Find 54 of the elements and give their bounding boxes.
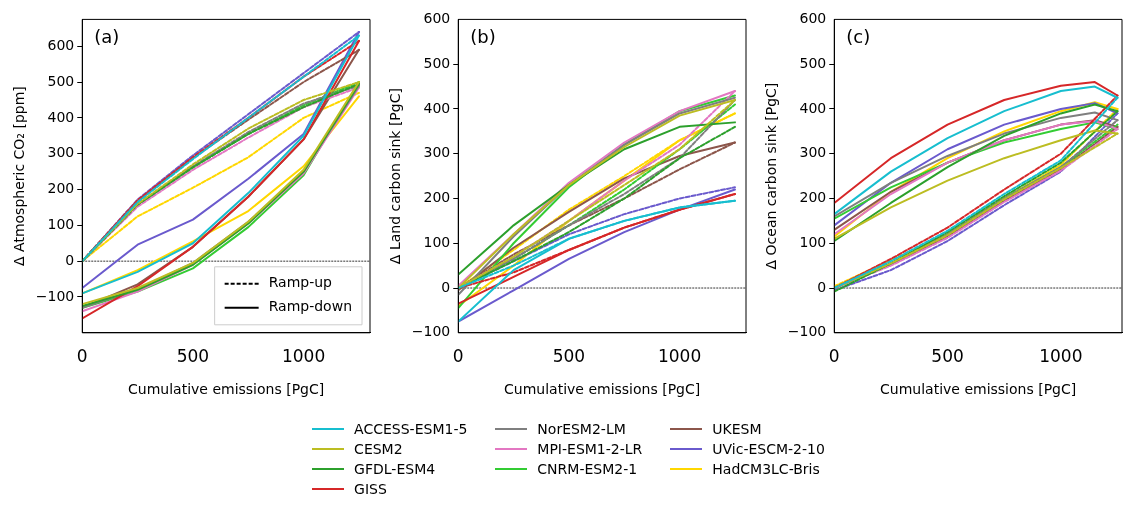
annotation: Ramp-up [268,274,333,291]
y-tick-label: 200 [423,189,451,206]
y-tick-label: −100 [787,323,827,340]
y-tick-label: 100 [799,233,827,250]
y-tick-label: 100 [47,215,75,232]
y-tick-label: 300 [47,144,75,161]
x-tick-label: 0 [828,346,840,367]
annotation: (b) [470,26,496,48]
x-axis-title: Cumulative emissions [PgC] [880,381,1077,398]
annotation: (c) [846,26,871,48]
x-axis-title: Cumulative emissions [PgC] [128,381,325,398]
x-tick-label: 0 [452,346,464,367]
x-tick-label: 500 [552,346,586,367]
legend-label: CESM2 [354,441,403,457]
legend-label: ACCESS-ESM1-5 [354,421,468,437]
x-tick-label: 1000 [1039,346,1083,367]
legend-label: HadCM3LC-Bris [712,461,820,477]
legend-label: NorESM2-LM [537,421,626,437]
legend-label: MPI-ESM1-2-LR [537,441,643,457]
y-tick-label: 600 [423,10,451,27]
x-axis-title: Cumulative emissions [PgC] [504,381,701,398]
y-axis-title: Δ Land carbon sink [PgC] [387,88,404,265]
x-tick-label: 1000 [281,346,326,367]
y-tick-label: 400 [47,108,75,125]
x-tick-label: 500 [931,346,964,367]
y-tick-label: 300 [423,144,451,161]
y-tick-label: 500 [423,54,451,71]
y-tick-label: 300 [799,144,827,161]
legend-label: UVic-ESCM-2-10 [712,441,825,457]
y-tick-label: −100 [35,287,75,304]
legend-label: CNRM-ESM2-1 [537,461,638,477]
y-tick-label: 100 [423,233,451,250]
x-tick-label: 1000 [657,346,702,367]
x-tick-label: 0 [76,346,88,367]
y-tick-label: 600 [47,36,75,53]
y-tick-label: 400 [799,99,827,116]
y-tick-label: 500 [799,54,827,71]
legend-label: GFDL-ESM4 [354,461,436,477]
y-tick-label: 400 [423,99,451,116]
y-tick-label: −100 [411,323,451,340]
y-axis-title: Δ Ocean carbon sink [PgC] [763,82,780,270]
y-axis-title: Δ Atmospheric CO₂ [ppm] [11,86,28,266]
y-tick-label: 200 [799,189,827,206]
legend-label: UKESM [712,421,762,437]
y-tick-label: 0 [817,278,827,295]
y-tick-label: 0 [441,278,451,295]
y-tick-label: 600 [799,10,827,27]
y-tick-label: 500 [47,72,75,89]
x-tick-label: 500 [176,346,210,367]
y-tick-label: 200 [47,180,75,197]
legend-label: GISS [354,481,387,497]
annotation: Ramp-down [268,298,353,315]
y-tick-label: 0 [65,251,75,268]
annotation: (a) [94,26,120,48]
